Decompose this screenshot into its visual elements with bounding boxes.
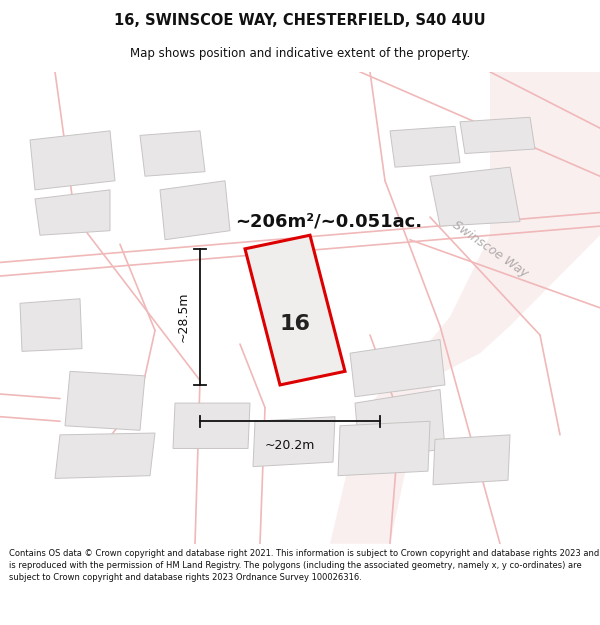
Text: ~206m²/~0.051ac.: ~206m²/~0.051ac. <box>235 213 422 231</box>
Text: Swinscoe Way: Swinscoe Way <box>450 218 530 279</box>
Text: ~28.5m: ~28.5m <box>177 292 190 342</box>
Polygon shape <box>20 299 82 351</box>
Polygon shape <box>55 433 155 478</box>
Polygon shape <box>355 389 445 462</box>
Polygon shape <box>65 371 145 431</box>
Polygon shape <box>338 421 430 476</box>
Text: ~20.2m: ~20.2m <box>265 439 315 452</box>
Polygon shape <box>35 190 110 235</box>
Polygon shape <box>433 435 510 485</box>
Polygon shape <box>245 235 345 385</box>
Text: Contains OS data © Crown copyright and database right 2021. This information is : Contains OS data © Crown copyright and d… <box>9 549 599 582</box>
Polygon shape <box>390 126 460 167</box>
Polygon shape <box>160 181 230 240</box>
Text: 16, SWINSCOE WAY, CHESTERFIELD, S40 4UU: 16, SWINSCOE WAY, CHESTERFIELD, S40 4UU <box>114 12 486 28</box>
Polygon shape <box>330 72 600 544</box>
Polygon shape <box>350 339 445 397</box>
Polygon shape <box>253 417 335 467</box>
Polygon shape <box>173 403 250 449</box>
Text: Map shows position and indicative extent of the property.: Map shows position and indicative extent… <box>130 47 470 59</box>
Polygon shape <box>460 118 535 154</box>
Polygon shape <box>140 131 205 176</box>
Polygon shape <box>30 131 115 190</box>
Polygon shape <box>430 167 520 226</box>
Text: 16: 16 <box>280 314 311 334</box>
